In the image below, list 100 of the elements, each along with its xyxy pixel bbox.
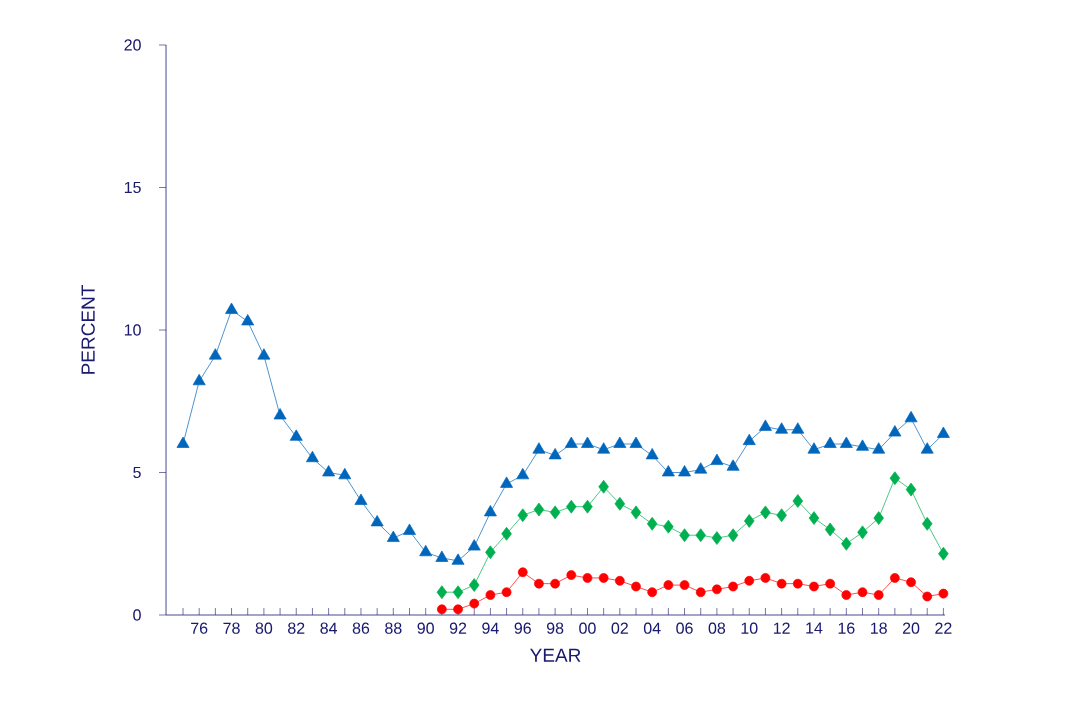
x-tick-label: 86 [352, 622, 370, 634]
x-axis-title: YEAR [530, 648, 581, 662]
point [485, 590, 496, 600]
point [273, 408, 287, 420]
point [872, 442, 886, 454]
point [501, 526, 512, 541]
point [857, 525, 868, 540]
point [208, 348, 222, 360]
point [841, 536, 852, 551]
point [760, 573, 771, 583]
x-tick-label: 76 [191, 622, 208, 634]
point [776, 508, 787, 523]
point [501, 587, 512, 598]
point [809, 581, 819, 592]
point [437, 604, 447, 615]
x-tick-label: 80 [255, 622, 273, 634]
y-tick-label: 0 [133, 609, 141, 621]
point [792, 578, 803, 589]
point [791, 422, 805, 434]
x-tick-label: 84 [320, 622, 338, 634]
point [678, 465, 691, 477]
point [453, 604, 463, 615]
point [873, 590, 884, 600]
point [904, 411, 918, 423]
point [485, 545, 496, 560]
point [744, 575, 755, 586]
point [517, 567, 528, 578]
point [695, 528, 706, 543]
point [742, 433, 756, 445]
point [386, 530, 400, 542]
point [597, 442, 611, 454]
point [889, 471, 901, 486]
point [647, 587, 658, 598]
point [176, 436, 190, 448]
y-tick-label: 5 [133, 466, 141, 479]
point [354, 493, 368, 505]
point [726, 459, 740, 471]
point [825, 578, 835, 589]
x-tick-label: 82 [288, 622, 305, 634]
point [467, 539, 481, 551]
point [241, 314, 255, 326]
point [192, 373, 206, 386]
point [564, 436, 578, 448]
point [663, 580, 674, 590]
point [694, 462, 708, 474]
point [645, 448, 659, 460]
point [938, 588, 949, 599]
point [841, 590, 852, 600]
x-tick-label: 92 [449, 622, 467, 634]
point [823, 436, 837, 448]
point [549, 505, 561, 520]
x-tick-label: 02 [611, 622, 628, 634]
point [695, 587, 706, 598]
point [500, 476, 513, 488]
point [452, 585, 464, 600]
point [920, 442, 934, 454]
point [936, 426, 950, 438]
x-tick-label: 90 [417, 622, 434, 634]
point [581, 436, 594, 448]
point [905, 482, 917, 497]
point [566, 570, 577, 580]
point [710, 453, 724, 465]
point [922, 516, 933, 531]
point [532, 442, 546, 454]
point [566, 499, 577, 514]
point [824, 522, 836, 537]
point [922, 591, 933, 602]
point [679, 580, 690, 590]
x-tick-label: 06 [676, 622, 693, 634]
point [661, 465, 675, 477]
point [711, 531, 723, 545]
point [663, 519, 674, 534]
point [257, 348, 271, 360]
point [516, 468, 530, 480]
point [598, 573, 609, 583]
point [679, 528, 690, 543]
point [451, 553, 465, 565]
point [744, 514, 755, 528]
point [582, 573, 593, 583]
point [468, 578, 480, 592]
x-tick-label: 98 [546, 622, 564, 634]
point [630, 505, 642, 520]
point [613, 436, 627, 448]
point [808, 511, 820, 525]
point [890, 573, 900, 583]
point [839, 436, 853, 448]
point [727, 528, 739, 543]
point [906, 577, 916, 588]
point [775, 422, 789, 434]
point [792, 494, 804, 508]
point [888, 425, 902, 437]
point [712, 584, 722, 595]
y-tick-label: 15 [124, 181, 141, 194]
x-tick-label: 04 [643, 622, 661, 634]
point [646, 516, 658, 531]
x-tick-label: 22 [935, 622, 952, 634]
point [629, 436, 643, 448]
x-tick-label: 78 [223, 622, 240, 634]
point [289, 429, 303, 441]
point [776, 578, 787, 589]
